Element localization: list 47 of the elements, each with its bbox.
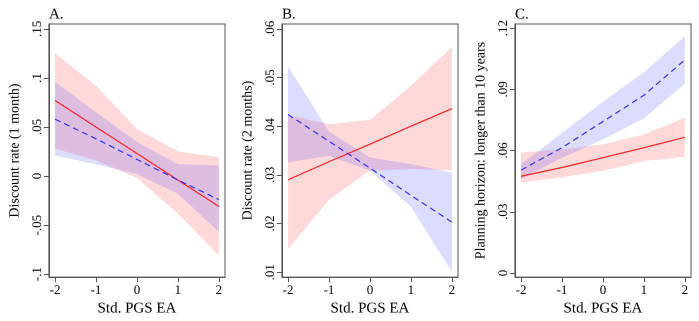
line-series: [54, 118, 220, 200]
y-tick-label: .06: [262, 20, 277, 37]
line-series: [54, 100, 220, 208]
y-tick-label: 0: [28, 172, 44, 180]
x-tick-label: -1: [90, 282, 102, 298]
y-tick-label: .04: [262, 118, 277, 134]
y-tick-label: .01: [262, 264, 277, 280]
y-tick-label: .15: [28, 20, 44, 38]
y-tick-label: 0: [494, 270, 510, 276]
chart-title: A.: [49, 6, 64, 22]
x-tick-label: 0: [134, 282, 140, 298]
x-tick-label: -2: [282, 282, 294, 298]
y-axis-title: Planning horizon: longer than 10 years: [474, 42, 488, 260]
y-tick-label: -.1: [28, 267, 44, 282]
y-axis-title: Discount rate (2 months): [240, 80, 256, 220]
x-tick-label: -2: [516, 282, 526, 298]
y-axis-title: Discount rate (1 month): [8, 83, 22, 218]
x-tick-label: 2: [448, 282, 456, 298]
x-axis-title: Std. PGS EA: [98, 300, 176, 316]
chart-title: B.: [282, 6, 296, 22]
x-tick-label: 1: [408, 282, 414, 298]
x-tick-label: 2: [216, 282, 222, 298]
x-tick-label: -1: [556, 282, 568, 298]
y-tick-label: .02: [262, 215, 277, 232]
y-tick-label: .03: [494, 204, 510, 220]
y-tick-label: .06: [494, 142, 510, 159]
y-tick-label: .05: [262, 69, 277, 86]
x-tick-label: -2: [50, 282, 60, 298]
line-series: [287, 108, 452, 180]
line-series: [520, 136, 686, 177]
y-tick-label: -.05: [28, 214, 44, 236]
line-series: [287, 114, 452, 223]
y-tick-label: .05: [28, 118, 44, 136]
y-tick-label: .03: [262, 166, 277, 184]
y-tick-label: .09: [494, 81, 510, 98]
y-tick-label: .12: [494, 20, 510, 36]
line-series: [520, 59, 686, 171]
x-tick-label: 0: [600, 282, 606, 298]
x-tick-label: -1: [324, 282, 334, 298]
x-axis-title: Std. PGS EA: [564, 300, 642, 316]
x-tick-label: 1: [174, 282, 182, 298]
x-axis-title: Std. PGS EA: [330, 300, 410, 316]
chart-title: C.: [515, 6, 529, 22]
x-tick-label: 0: [366, 282, 374, 298]
y-tick-label: .1: [28, 73, 44, 83]
x-tick-label: 2: [682, 282, 688, 298]
x-tick-label: 1: [640, 282, 648, 298]
